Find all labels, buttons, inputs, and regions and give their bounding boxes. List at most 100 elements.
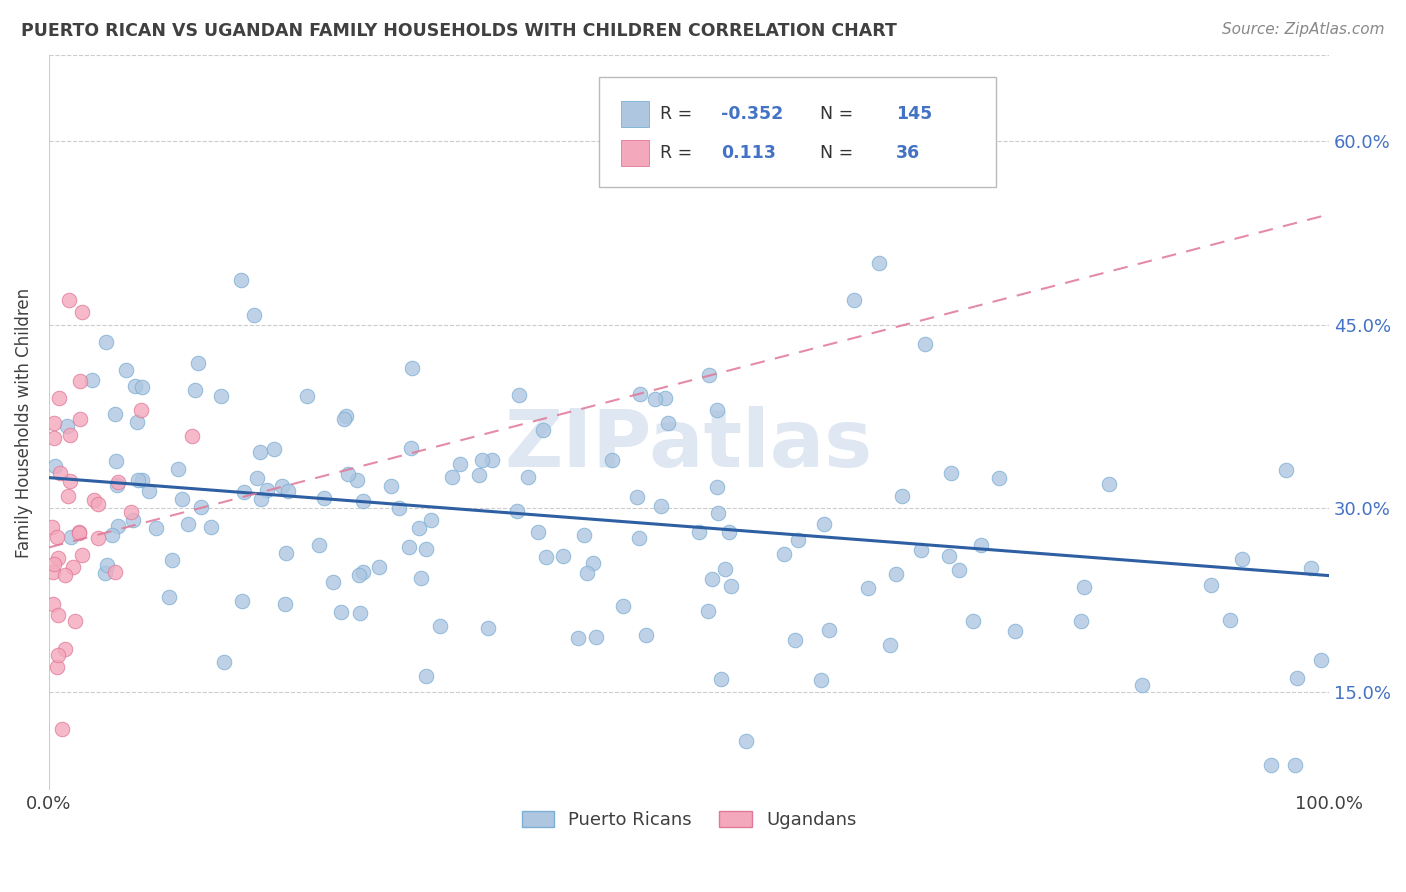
Text: -0.352: -0.352 bbox=[721, 105, 783, 123]
Point bbox=[82, 373, 104, 387]
Point bbox=[429, 619, 451, 633]
Point bbox=[274, 597, 297, 611]
Point bbox=[277, 483, 299, 498]
Point bbox=[1098, 477, 1121, 491]
Point bbox=[842, 293, 865, 307]
Point bbox=[408, 521, 430, 535]
Point bbox=[600, 452, 623, 467]
Point bbox=[233, 484, 256, 499]
Point bbox=[96, 334, 118, 349]
Point bbox=[817, 624, 839, 638]
Point bbox=[1286, 671, 1309, 685]
Point bbox=[70, 548, 93, 562]
Point bbox=[697, 368, 720, 382]
Text: Source: ZipAtlas.com: Source: ZipAtlas.com bbox=[1222, 22, 1385, 37]
Point bbox=[308, 539, 330, 553]
Point bbox=[322, 575, 344, 590]
Point bbox=[42, 597, 65, 611]
Point bbox=[773, 547, 796, 561]
Point bbox=[783, 633, 806, 648]
Point bbox=[58, 293, 80, 307]
Point bbox=[657, 416, 679, 430]
Point bbox=[516, 470, 538, 484]
Point bbox=[312, 491, 335, 505]
FancyBboxPatch shape bbox=[599, 78, 997, 187]
Point bbox=[962, 614, 984, 628]
Point bbox=[330, 605, 353, 619]
Point bbox=[948, 563, 970, 577]
Point bbox=[481, 453, 503, 467]
Point bbox=[243, 308, 266, 322]
Point bbox=[231, 273, 253, 287]
Point bbox=[62, 560, 84, 574]
Point bbox=[567, 632, 589, 646]
Point bbox=[256, 483, 278, 497]
Point bbox=[67, 525, 90, 540]
Point bbox=[138, 483, 160, 498]
Point bbox=[337, 467, 360, 481]
Point bbox=[471, 453, 494, 467]
Text: PUERTO RICAN VS UGANDAN FAMILY HOUSEHOLDS WITH CHILDREN CORRELATION CHART: PUERTO RICAN VS UGANDAN FAMILY HOUSEHOLD… bbox=[21, 22, 897, 40]
Point bbox=[42, 416, 65, 430]
Point bbox=[914, 336, 936, 351]
Point bbox=[101, 527, 124, 541]
Point bbox=[104, 407, 127, 421]
Point bbox=[160, 552, 183, 566]
Point bbox=[69, 411, 91, 425]
Point bbox=[121, 513, 143, 527]
Point bbox=[332, 412, 354, 426]
Point bbox=[115, 363, 138, 377]
Point bbox=[53, 641, 76, 656]
Point bbox=[46, 607, 69, 622]
Point bbox=[125, 415, 148, 429]
Point bbox=[553, 549, 575, 564]
Point bbox=[368, 560, 391, 574]
Point bbox=[884, 566, 907, 581]
Point bbox=[1284, 758, 1306, 772]
Point bbox=[59, 428, 82, 442]
Point bbox=[380, 479, 402, 493]
Point bbox=[697, 604, 720, 618]
Point bbox=[107, 475, 129, 489]
Point bbox=[145, 520, 167, 534]
Point bbox=[56, 489, 79, 503]
Text: R =: R = bbox=[659, 144, 697, 161]
Point bbox=[706, 506, 728, 520]
Point bbox=[51, 722, 73, 736]
Point bbox=[347, 568, 370, 582]
Point bbox=[718, 525, 741, 540]
Point bbox=[868, 256, 890, 270]
Point bbox=[419, 513, 441, 527]
Point bbox=[506, 504, 529, 518]
Text: N =: N = bbox=[820, 105, 858, 123]
Point bbox=[63, 615, 86, 629]
Bar bbox=[621, 140, 650, 166]
Text: N =: N = bbox=[820, 144, 858, 161]
Point bbox=[86, 497, 108, 511]
Point bbox=[891, 489, 914, 503]
Point bbox=[856, 582, 879, 596]
Point bbox=[44, 458, 66, 473]
Point bbox=[939, 466, 962, 480]
Point bbox=[129, 403, 152, 417]
Point bbox=[468, 468, 491, 483]
Point bbox=[401, 441, 423, 455]
Point bbox=[209, 389, 232, 403]
Point bbox=[124, 379, 146, 393]
Point bbox=[628, 531, 651, 545]
Point bbox=[810, 673, 832, 687]
Point bbox=[734, 734, 756, 748]
Point bbox=[69, 374, 91, 388]
Point bbox=[706, 403, 728, 417]
Point bbox=[534, 549, 557, 564]
Point bbox=[449, 457, 471, 471]
Point bbox=[249, 444, 271, 458]
Point bbox=[120, 505, 142, 519]
Point bbox=[94, 566, 117, 581]
Point bbox=[787, 533, 810, 548]
Point bbox=[440, 470, 463, 484]
Point bbox=[56, 418, 79, 433]
Point bbox=[644, 392, 666, 406]
Point bbox=[1004, 624, 1026, 639]
Point bbox=[346, 473, 368, 487]
